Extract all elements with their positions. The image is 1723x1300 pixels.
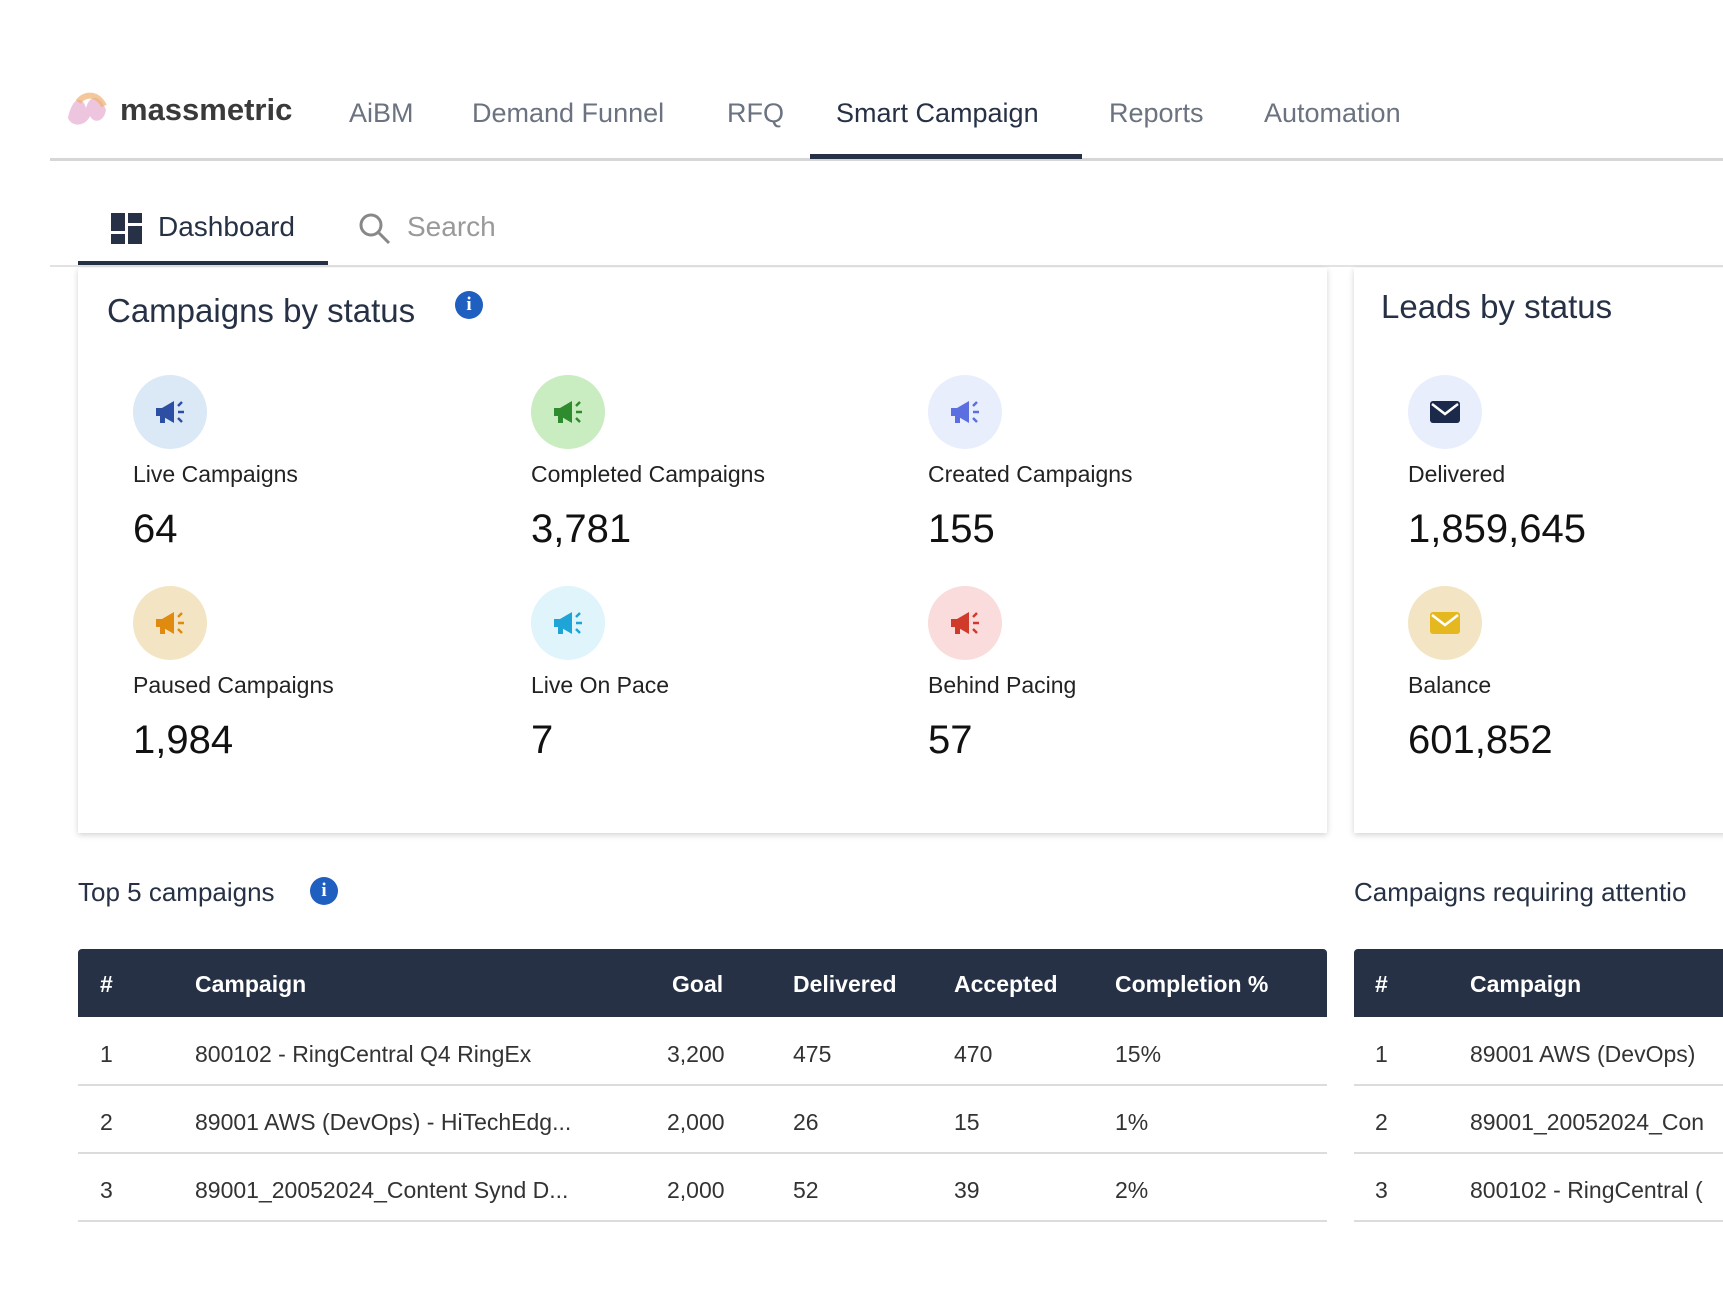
stat-icon xyxy=(1408,375,1482,449)
stat-icon xyxy=(133,586,207,660)
table-header xyxy=(78,949,1327,1017)
table-cell: 89001 AWS (DevOps) - HiTechEdg... xyxy=(195,1109,572,1135)
stat-icon xyxy=(531,375,605,449)
info-icon: i xyxy=(455,291,483,319)
nav-item[interactable]: AiBM xyxy=(349,98,414,128)
table-header-cell: Campaign xyxy=(1470,971,1582,997)
tab-dashboard[interactable]: Dashboard xyxy=(158,211,295,242)
section-title: Campaigns requiring attentio xyxy=(1354,877,1687,907)
row-divider xyxy=(1354,1220,1723,1222)
stat-label: Delivered xyxy=(1408,461,1506,487)
campaigns-card xyxy=(78,268,1327,833)
search-icon xyxy=(359,213,391,245)
nav-divider xyxy=(50,158,1723,161)
table-cell: 800102 - RingCentral ( xyxy=(1470,1177,1703,1203)
stat-label: Completed Campaigns xyxy=(531,461,765,487)
table-header-cell: Delivered xyxy=(793,971,897,997)
table-cell: 3,200 xyxy=(667,1041,725,1067)
row-divider xyxy=(1354,1084,1723,1086)
table-cell: 1% xyxy=(1115,1109,1149,1135)
table-header-cell: Accepted xyxy=(954,971,1058,997)
table-cell: 3 xyxy=(1375,1177,1388,1203)
stat-label: Behind Pacing xyxy=(928,672,1077,698)
table-header-cell: Goal xyxy=(672,971,724,997)
logo: massmetric xyxy=(120,92,293,127)
table-cell: 1 xyxy=(1375,1041,1388,1067)
stat-value: 601,852 xyxy=(1408,718,1553,762)
stat-value: 1,984 xyxy=(133,718,234,762)
table-header xyxy=(1354,949,1723,1017)
leads-card xyxy=(1354,268,1723,833)
row-divider xyxy=(78,1152,1327,1154)
table-cell: 470 xyxy=(954,1041,993,1067)
table-header-cell: Completion % xyxy=(1115,971,1269,997)
section-title: Top 5 campaigns xyxy=(78,877,275,907)
stat-icon xyxy=(928,586,1002,660)
stat-label: Live On Pace xyxy=(531,672,670,698)
table-cell: 39 xyxy=(954,1177,980,1203)
info-icon: i xyxy=(310,877,338,905)
card-title: Campaigns by status xyxy=(107,292,416,329)
stat-icon xyxy=(531,586,605,660)
stat-icon xyxy=(928,375,1002,449)
row-divider xyxy=(78,1220,1327,1222)
table-cell: 2 xyxy=(100,1109,113,1135)
stat-icon xyxy=(133,375,207,449)
table-cell: 15% xyxy=(1115,1041,1162,1067)
nav-item[interactable]: Automation xyxy=(1264,98,1401,128)
stat-icon xyxy=(1408,586,1482,660)
table-header-cell: Campaign xyxy=(195,971,307,997)
row-divider xyxy=(1354,1152,1723,1154)
table-cell: 15 xyxy=(954,1109,980,1135)
table-cell: 800102 - RingCentral Q4 RingEx xyxy=(195,1041,532,1067)
table-cell: 89001_20052024_Con xyxy=(1470,1109,1705,1135)
row-divider xyxy=(78,1084,1327,1086)
stat-value: 3,781 xyxy=(531,507,632,551)
table-header-cell: # xyxy=(1375,971,1388,997)
table-header-cell: # xyxy=(100,971,113,997)
nav-item[interactable]: RFQ xyxy=(727,98,784,128)
stat-value: 57 xyxy=(928,718,973,762)
nav-item[interactable]: Reports xyxy=(1109,98,1204,128)
table-cell: 89001 AWS (DevOps) xyxy=(1470,1041,1696,1067)
stat-label: Balance xyxy=(1408,672,1492,698)
subnav-divider xyxy=(50,265,1723,267)
dashboard-icon xyxy=(111,213,142,244)
stat-label: Paused Campaigns xyxy=(133,672,334,698)
stat-value: 7 xyxy=(531,718,554,762)
stat-value: 64 xyxy=(133,507,178,551)
table-cell: 26 xyxy=(793,1109,819,1135)
stat-label: Created Campaigns xyxy=(928,461,1133,487)
table-cell: 89001_20052024_Content Synd D... xyxy=(195,1177,569,1203)
table-cell: 2 xyxy=(1375,1109,1388,1135)
table-cell: 2,000 xyxy=(667,1177,725,1203)
table-cell: 475 xyxy=(793,1041,832,1067)
table-cell: 52 xyxy=(793,1177,819,1203)
stat-value: 1,859,645 xyxy=(1408,507,1586,551)
active-tab-underline xyxy=(810,154,1082,159)
table-cell: 2% xyxy=(1115,1177,1149,1203)
table-cell: 2,000 xyxy=(667,1109,725,1135)
tab-search[interactable]: Search xyxy=(407,211,496,242)
nav-item[interactable]: Demand Funnel xyxy=(472,98,665,128)
stat-label: Live Campaigns xyxy=(133,461,298,487)
nav-item[interactable]: Smart Campaign xyxy=(836,98,1039,128)
card-title: Leads by status xyxy=(1381,288,1613,325)
table-cell: 3 xyxy=(100,1177,113,1203)
table-cell: 1 xyxy=(100,1041,113,1067)
subtab-underline xyxy=(78,261,328,265)
stat-value: 155 xyxy=(928,507,995,551)
logo-icon xyxy=(68,92,107,125)
